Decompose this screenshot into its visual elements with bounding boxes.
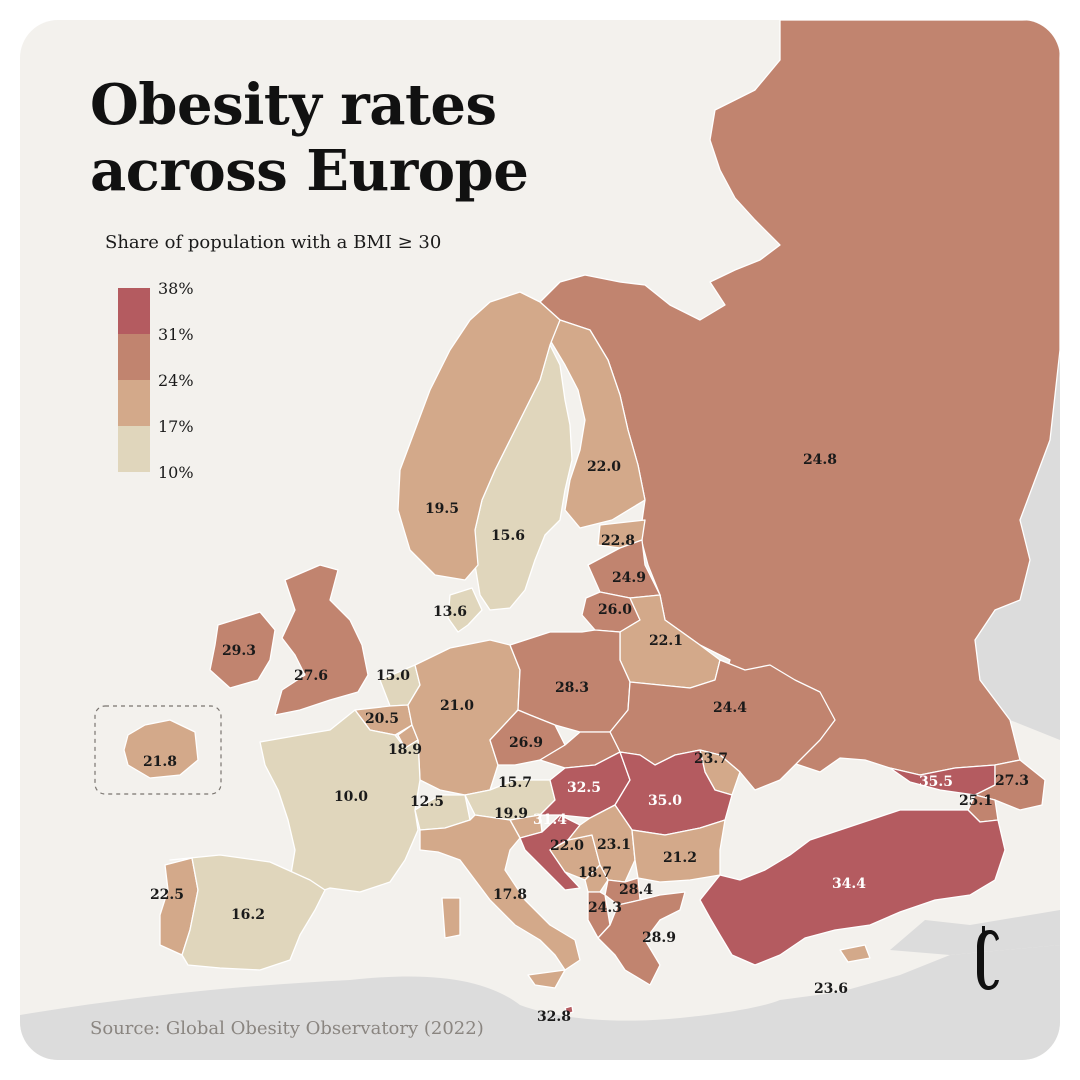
legend-label-31: 31% [158,325,194,344]
legend-swatch-10-17 [118,426,150,472]
label-belgium: 20.5 [365,711,399,727]
label-portugal: 22.5 [150,887,184,903]
value-labels: 24.8 22.0 15.6 19.5 22.8 24.9 26.0 22.1 … [143,452,1029,1025]
label-north-macedonia: 28.4 [619,882,653,898]
title-line-2: across Europe [90,138,529,204]
label-croatia: 31.4 [533,812,567,828]
publisher-logo-icon [977,926,999,990]
label-sweden: 15.6 [491,528,525,544]
map-subtitle: Share of population with a BMI ≥ 30 [105,232,442,253]
europe-map: 24.8 22.0 15.6 19.5 22.8 24.9 26.0 22.1 … [20,20,1060,1060]
region-germany[interactable] [407,639,521,796]
label-armenia: 25.1 [959,793,993,809]
region-denmark[interactable] [447,587,483,633]
label-france: 10.0 [334,789,368,805]
label-belarus: 22.1 [649,633,683,649]
label-turkey: 34.4 [832,876,866,892]
region-greece[interactable] [597,891,686,986]
label-ukraine: 24.4 [713,700,747,716]
label-cyprus: 23.6 [814,981,848,997]
country-shapes [123,20,1060,1015]
label-greece: 28.9 [642,930,676,946]
label-czechia: 26.9 [509,735,543,751]
label-moldova: 23.7 [694,751,728,767]
label-ireland: 29.3 [222,643,256,659]
label-albania: 24.3 [588,900,622,916]
label-united-kingdom: 27.6 [294,668,328,684]
legend-label-10: 10% [158,463,194,482]
map-title: Obesity rates across Europe [90,72,529,204]
legend-swatch-31-38 [118,288,150,334]
region-italy[interactable] [419,814,581,989]
legend-swatch-24-31 [118,334,150,380]
label-montenegro: 18.7 [578,865,612,881]
label-iceland: 21.8 [143,754,177,770]
region-spain[interactable] [169,854,326,971]
map-card: 24.8 22.0 15.6 19.5 22.8 24.9 26.0 22.1 … [20,20,1060,1060]
region-cyprus[interactable] [839,944,871,963]
region-iceland[interactable] [123,719,199,779]
region-finland[interactable] [549,319,646,529]
legend-label-24: 24% [158,371,194,390]
label-bulgaria: 21.2 [663,850,697,866]
label-spain: 16.2 [231,907,265,923]
label-georgia: 35.5 [919,774,953,790]
label-bosnia: 22.0 [550,838,584,854]
label-azerbaijan: 27.3 [995,773,1029,789]
region-malta[interactable] [564,1005,574,1015]
label-norway: 19.5 [425,501,459,517]
region-montenegro[interactable] [584,864,609,893]
source-note: Source: Global Obesity Observatory (2022… [90,1018,484,1039]
iceland-inset-frame [94,705,222,795]
label-slovenia: 19.9 [494,806,528,822]
label-russia: 24.8 [803,452,837,468]
label-denmark: 13.6 [433,604,467,620]
legend-label-17: 17% [158,417,194,436]
label-poland: 28.3 [555,680,589,696]
label-latvia: 24.9 [612,570,646,586]
label-finland: 22.0 [587,459,621,475]
label-malta: 32.8 [537,1009,571,1025]
label-romania: 35.0 [648,793,682,809]
legend-label-38: 38% [158,279,194,298]
region-united-kingdom[interactable] [274,564,369,716]
label-estonia: 22.8 [601,533,635,549]
region-turkey[interactable] [699,809,1006,966]
title-line-1: Obesity rates [90,72,497,138]
label-luxembourg: 18.9 [388,742,422,758]
label-austria: 15.7 [498,775,532,791]
region-russia[interactable] [539,20,1060,776]
label-serbia: 23.1 [597,837,631,853]
label-lithuania: 26.0 [598,602,632,618]
label-netherlands: 15.0 [376,668,410,684]
region-ireland[interactable] [209,611,276,689]
label-switzerland: 12.5 [410,794,444,810]
background-land [20,350,1060,1060]
region-azerbaijan[interactable] [974,759,1046,811]
region-france[interactable] [259,709,421,896]
label-italy: 17.8 [493,887,527,903]
label-hungary: 32.5 [567,780,601,796]
label-germany: 21.0 [440,698,474,714]
region-norway[interactable] [397,291,561,581]
legend-swatch-17-24 [118,380,150,426]
